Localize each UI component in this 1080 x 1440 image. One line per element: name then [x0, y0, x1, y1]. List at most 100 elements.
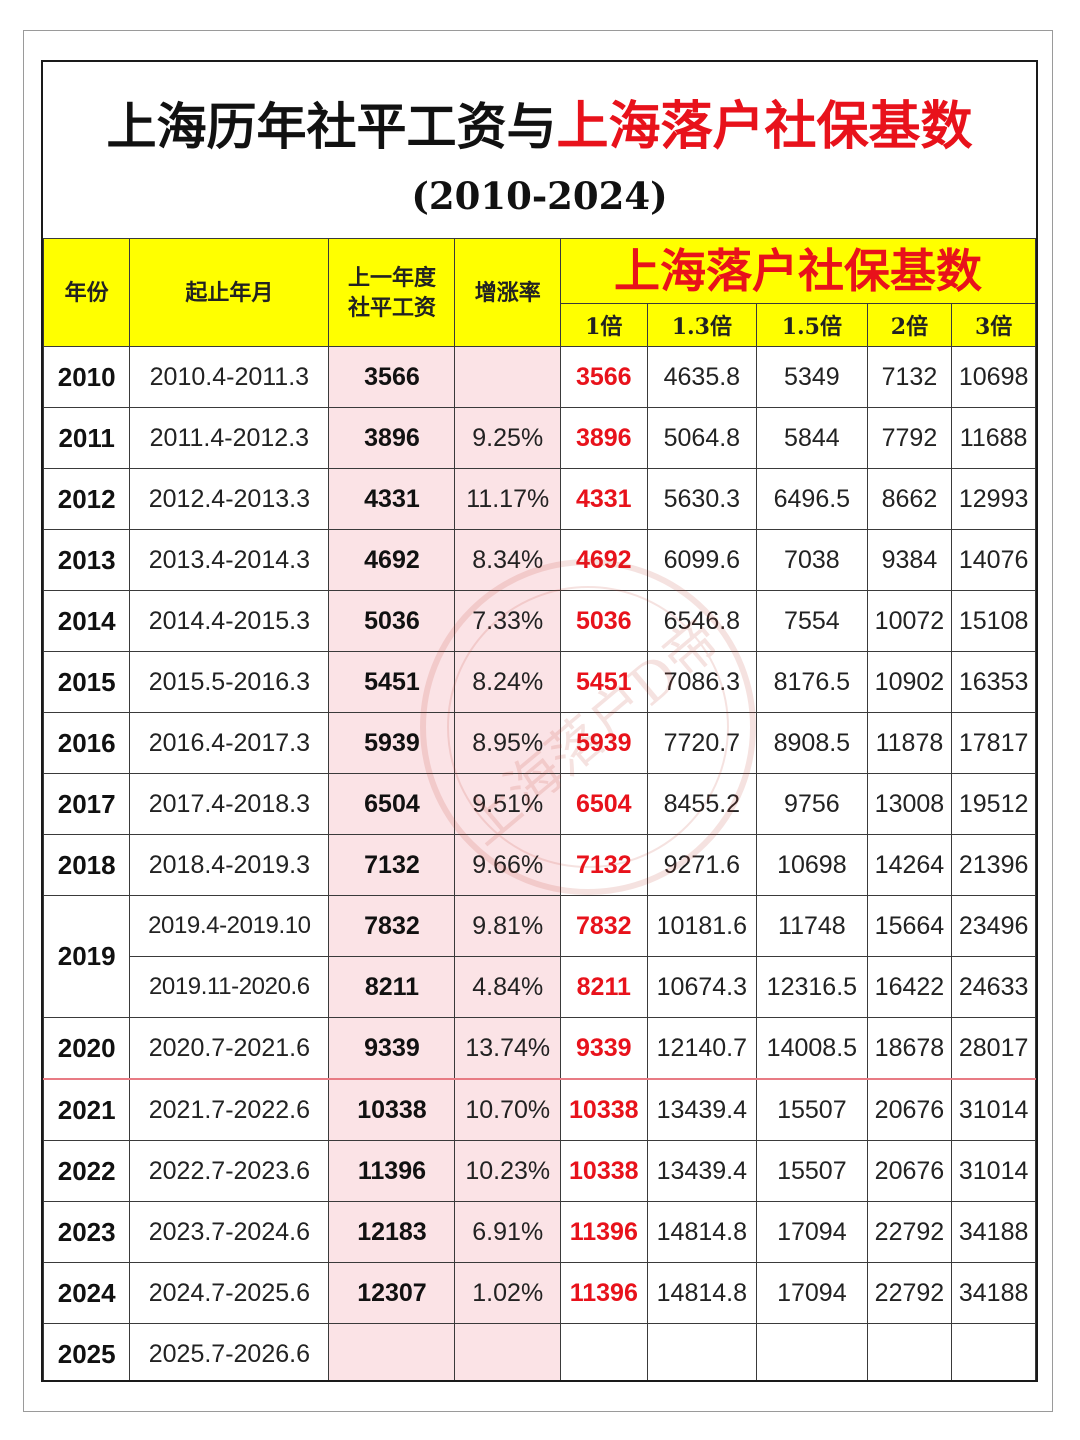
cell-base-3x: 10698 — [951, 346, 1036, 408]
cell-base-1-3x: 5630.3 — [646, 468, 758, 530]
cell-base-1x: 4692 — [559, 529, 648, 591]
cell-year: 2018 — [43, 834, 131, 896]
cell-base-1-3x: 13439.4 — [646, 1078, 758, 1141]
title-part-black: 上海历年社平工资与 — [106, 97, 557, 156]
table-row: 2020 2020.7-2021.6 9339 13.74% 9339 12140.7 14… — [43, 1017, 1036, 1080]
cell-wage: 3896 — [328, 407, 456, 469]
cell-year: 2011 — [43, 407, 131, 469]
cell-wage: 5939 — [328, 712, 456, 774]
cell-base-1x: 4331 — [559, 468, 648, 530]
cell-base-1x: 9339 — [559, 1017, 648, 1080]
cell-growth: 6.91% — [454, 1201, 561, 1263]
cell-base-1-5x: 14008.5 — [756, 1017, 868, 1080]
cell-wage: 7132 — [328, 834, 456, 896]
cell-base-1-5x: 15507 — [756, 1140, 868, 1202]
cell-year: 2019 — [43, 895, 131, 1018]
header-mult-2x: 2倍 — [866, 303, 953, 347]
table-row: 2025 2025.7-2026.6 — [43, 1323, 1036, 1380]
title-part-red: 上海落户社保基数 — [556, 96, 973, 157]
table-row: 2023 2023.7-2024.6 12183 6.91% 11396 14814.8 1… — [43, 1201, 1036, 1263]
cell-base-1x: 11396 — [559, 1201, 648, 1263]
header-mult-3x: 3倍 — [951, 303, 1036, 347]
cell-period: 2010.4-2011.3 — [129, 346, 330, 408]
cell-base-1x: 7832 — [559, 895, 648, 957]
header-wage-line2: 社平工资 — [347, 294, 436, 321]
cell-growth: 11.17% — [454, 468, 561, 530]
cell-base-1-3x — [646, 1323, 758, 1380]
cell-base-2x: 9384 — [866, 529, 953, 591]
cell-base-1x: 7132 — [559, 834, 648, 896]
cell-base-3x: 15108 — [951, 590, 1036, 652]
cell-base-1-3x: 14814.8 — [646, 1201, 758, 1263]
cell-base-3x: 14076 — [951, 529, 1036, 591]
cell-period: 2013.4-2014.3 — [129, 529, 330, 591]
cell-base-1-3x: 12140.7 — [646, 1017, 758, 1080]
cell-growth: 1.02% — [454, 1262, 561, 1324]
table-row: 2017 2017.4-2018.3 6504 9.51% 6504 8455.2 9756… — [43, 773, 1036, 835]
cell-base-1-5x: 7554 — [756, 590, 868, 652]
cell-wage: 4331 — [328, 468, 456, 530]
cell-growth: 8.34% — [454, 529, 561, 591]
cell-growth: 13.74% — [454, 1017, 561, 1080]
header-wage: 上一年度 社平工资 — [328, 238, 456, 347]
cell-base-1-5x: 10698 — [756, 834, 868, 896]
cell-base-1-3x: 8455.2 — [646, 773, 758, 835]
cell-base-3x: 34188 — [951, 1201, 1036, 1263]
page-title: 上海历年社平工资与上海落户社保基数 — [43, 96, 1036, 158]
header-row-2: 1倍 1.3倍 1.5倍 2倍 3倍 — [44, 303, 1036, 347]
header-year: 年份 — [43, 238, 131, 347]
cell-period: 2021.7-2022.6 — [129, 1078, 330, 1141]
title-area: 上海历年社平工资与上海落户社保基数 (2010-2024) — [43, 62, 1036, 240]
cell-base-1-3x: 9271.6 — [646, 834, 758, 896]
cell-base-2x: 11878 — [866, 712, 953, 774]
cell-base-2x: 16422 — [866, 956, 953, 1018]
cell-growth: 8.24% — [454, 651, 561, 713]
cell-period: 2012.4-2013.3 — [129, 468, 330, 530]
table-row: 2019.11-2020.6 8211 4.84% 8211 10674.3 12316.… — [44, 956, 1036, 1018]
cell-base-1-5x: 5844 — [756, 407, 868, 469]
cell-base-3x: 11688 — [951, 407, 1036, 469]
header-base-title: 上海落户社保基数 — [559, 238, 1036, 304]
cell-period: 2011.4-2012.3 — [129, 407, 330, 469]
cell-base-1x: 5939 — [559, 712, 648, 774]
cell-base-1x: 3566 — [559, 346, 648, 408]
cell-base-3x: 12993 — [951, 468, 1036, 530]
header-period: 起止年月 — [129, 238, 330, 347]
cell-base-1-5x: 8908.5 — [756, 712, 868, 774]
outer-frame — [23, 30, 1053, 1412]
table-row: 2016 2016.4-2017.3 5939 8.95% 5939 7720.7 8908… — [43, 712, 1036, 774]
header-mult-1-5x: 1.5倍 — [756, 303, 868, 347]
cell-base-1-3x: 10181.6 — [646, 895, 758, 957]
cell-base-1-5x: 7038 — [756, 529, 868, 591]
cell-year: 2012 — [43, 468, 131, 530]
cell-year: 2015 — [43, 651, 131, 713]
cell-base-1-3x: 13439.4 — [646, 1140, 758, 1202]
cell-wage: 9339 — [328, 1017, 456, 1080]
cell-base-1-5x: 12316.5 — [756, 956, 868, 1018]
cell-growth: 9.66% — [454, 834, 561, 896]
cell-base-2x: 7132 — [866, 346, 953, 408]
cell-base-2x: 20676 — [866, 1078, 953, 1141]
document-sheet: 上海历年社平工资与上海落户社保基数 (2010-2024) 年份 起止年月 上一… — [41, 60, 1038, 1382]
cell-base-2x: 10072 — [866, 590, 953, 652]
cell-base-1x: 5451 — [559, 651, 648, 713]
cell-base-3x: 31014 — [951, 1140, 1036, 1202]
cell-wage: 8211 — [328, 956, 456, 1018]
table-row: 2013 2013.4-2014.3 4692 8.34% 4692 6099.6 7038… — [43, 529, 1036, 591]
cell-base-2x: 22792 — [866, 1201, 953, 1263]
cell-base-3x: 24633 — [951, 956, 1036, 1018]
cell-year: 2014 — [43, 590, 131, 652]
cell-year: 2017 — [43, 773, 131, 835]
cell-base-3x: 31014 — [951, 1078, 1036, 1141]
cell-growth: 10.70% — [454, 1078, 561, 1141]
cell-base-1-5x: 9756 — [756, 773, 868, 835]
cell-base-1x: 10338 — [559, 1140, 648, 1202]
cell-period: 2020.7-2021.6 — [129, 1017, 330, 1080]
cell-base-2x: 18678 — [866, 1017, 953, 1080]
cell-wage: 5451 — [328, 651, 456, 713]
cell-year: 2023 — [43, 1201, 131, 1263]
table-row: 2010 2010.4-2011.3 3566 3566 4635.8 5349 7132 1… — [43, 346, 1036, 408]
cell-wage: 12307 — [328, 1262, 456, 1324]
cell-wage: 10338 — [328, 1078, 456, 1141]
cell-base-3x: 34188 — [951, 1262, 1036, 1324]
